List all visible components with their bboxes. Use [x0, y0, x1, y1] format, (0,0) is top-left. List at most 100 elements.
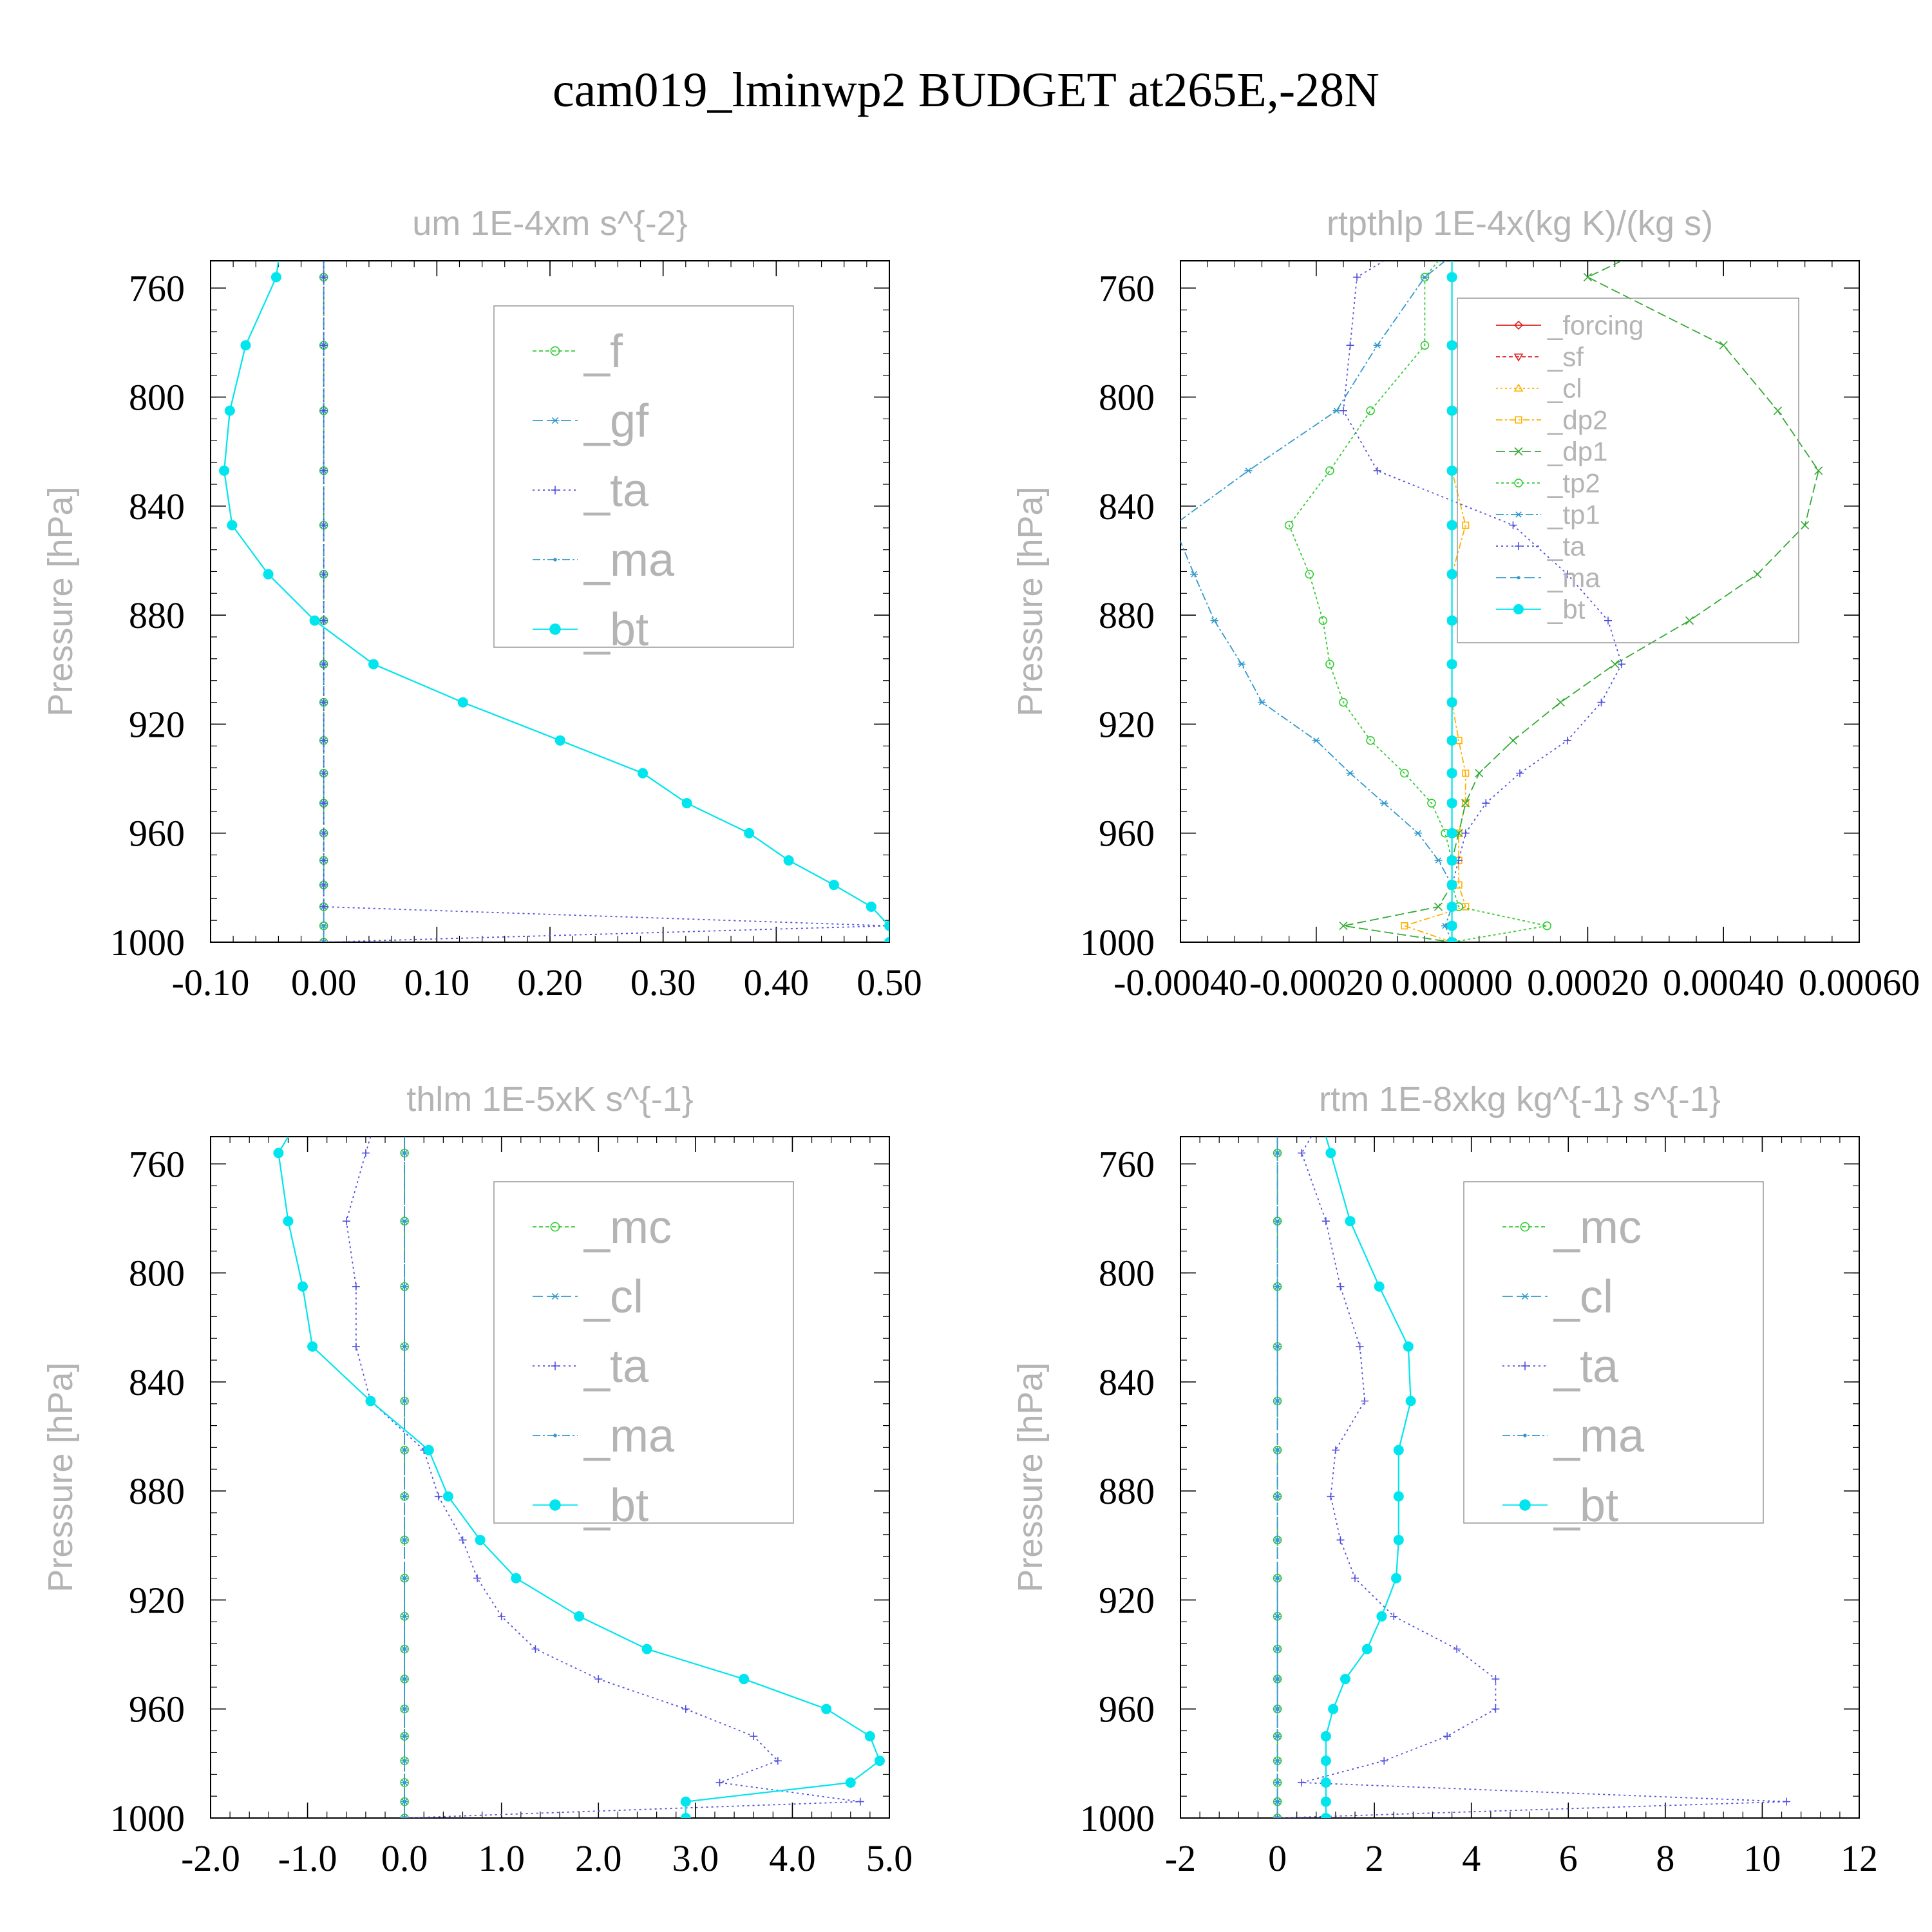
chart-3-data-point [1320, 1756, 1331, 1766]
chart-1-data-point [1312, 737, 1320, 744]
chart-2-data-point [874, 1756, 885, 1766]
chart-3-y-tick-label: 760 [1099, 1143, 1155, 1185]
chart-1-data-point [1401, 922, 1408, 930]
chart-3-plot-frame [1180, 1136, 1860, 1819]
chart-2-data-point [402, 1781, 406, 1785]
chart-1-data-point [1475, 769, 1484, 778]
chart-0-data-point [319, 881, 328, 889]
chart-1-data-point [1190, 571, 1198, 578]
chart-1-legend-marker [1513, 354, 1524, 362]
chart-1-x-tick-label: 0.00020 [1527, 961, 1649, 1003]
chart-2-data-point [402, 1759, 406, 1763]
chart-2-data-point [641, 1643, 652, 1654]
chart-2-legend-marker [549, 1499, 561, 1511]
chart-1-legend: _forcing_sf_cl_dp2_dp1_tp2_tp1_ta_ma_bt [1457, 298, 1799, 643]
chart-0-data-point [319, 466, 328, 475]
chart-1-data-point [1508, 736, 1518, 745]
chart-1-data-point [1258, 699, 1266, 706]
chart-0-data-point [638, 768, 649, 779]
chart-3-data-point [1276, 1781, 1280, 1785]
chart-3-y-tick-label: 1000 [1080, 1797, 1155, 1839]
chart-2-series-bt [273, 1137, 885, 1818]
chart-1-legend-label: _ma [1547, 563, 1600, 593]
chart-3-data-point [1361, 1397, 1369, 1405]
chart-1-data-point [1353, 273, 1361, 281]
chart-1-title: rtpthlp 1E-4x(kg K)/(kg s) [1327, 204, 1713, 243]
chart-1-data-point [1446, 901, 1457, 912]
chart-0-x-tick-label: 0.40 [744, 961, 810, 1003]
chart-3-x-tick-label: 2 [1365, 1837, 1384, 1879]
chart-0-data-point [224, 405, 235, 416]
chart-3-data-point [1298, 1149, 1306, 1157]
chart-0-data-point [828, 880, 839, 891]
chart-2-data-point [680, 1813, 691, 1818]
chart-1-x-tick-label: -0.00020 [1249, 961, 1383, 1003]
chart-0-data-point [319, 769, 328, 777]
chart-0-x-tick-label: 0.00 [291, 961, 357, 1003]
chart-3-data-point [1374, 1281, 1385, 1292]
chart-3-plot-area [1273, 1137, 1791, 1818]
chart-2-data-point [352, 1342, 360, 1350]
chart-2-data-point [511, 1573, 522, 1584]
chart-2-data-point [531, 1645, 540, 1653]
chart-1-y-tick-label: 920 [1099, 703, 1155, 745]
chart-0-data-point [368, 659, 379, 670]
chart-3-legend-label: _mc [1553, 1202, 1642, 1253]
chart-3-data-point [1276, 1707, 1280, 1711]
chart-1-data-point [1421, 274, 1429, 281]
chart-3-data-point [1331, 1446, 1340, 1454]
chart-1-data-point [1461, 829, 1470, 837]
chart-1-legend-marker [1515, 416, 1522, 424]
chart-1-data-point [1462, 770, 1470, 777]
chart-2-data-point [821, 1703, 832, 1714]
chart-3-x-tick-label: 8 [1656, 1837, 1674, 1879]
chart-3-data-point [1273, 1815, 1282, 1818]
chart-0-legend-label: _f [583, 326, 623, 377]
chart-1-y-tick-label: 840 [1099, 486, 1155, 527]
chart-1-data-point [1516, 769, 1524, 777]
chart-1-data-point [1446, 855, 1457, 866]
chart-1-data-point [1461, 799, 1470, 808]
chart-1-legend-label: _tp1 [1547, 500, 1600, 530]
chart-2-data-point [423, 1444, 434, 1455]
chart-2-x-tick-label: -1.0 [278, 1837, 337, 1879]
chart-1-data-point [1610, 659, 1620, 668]
chart-1-data-point [1597, 698, 1605, 706]
chart-0-data-point [219, 465, 230, 476]
chart-0-data-point [319, 829, 328, 837]
chart-0-data-point [319, 902, 328, 911]
chart-3-data-point [1276, 1495, 1280, 1499]
chart-3-x-tick-label: 0 [1268, 1837, 1287, 1879]
chart-1-data-point [1346, 770, 1354, 777]
chart-1-data-point [1366, 406, 1375, 415]
chart-3-data-point [1453, 1645, 1461, 1653]
chart-0-data-point [319, 799, 328, 808]
chart-0-data-point [319, 341, 328, 350]
chart-1-data-point [1563, 570, 1571, 578]
chart-1-data-point [1284, 520, 1294, 530]
chart-0-data-point [319, 857, 328, 865]
chart-3-data-point [1320, 1813, 1331, 1818]
chart-3-data-point [1276, 1647, 1280, 1651]
chart-3-data-point [1276, 1219, 1280, 1223]
chart-0-data-point [884, 920, 889, 931]
chart-0-y-tick-label: 960 [129, 813, 185, 855]
chart-0-data-point [319, 736, 328, 744]
chart-1-x-tick-label: 0.00060 [1799, 961, 1920, 1003]
chart-3-data-point [1405, 1396, 1416, 1406]
chart-3-data-point [1403, 1341, 1414, 1352]
chart-1-data-point [1446, 937, 1457, 942]
chart-3-x-tick-label: 12 [1841, 1837, 1878, 1879]
chart-3-legend-marker [1523, 1434, 1527, 1437]
chart-0-data-point [319, 660, 328, 668]
chart-3-y-tick-label: 920 [1099, 1579, 1155, 1621]
chart-2-data-point [402, 1577, 406, 1580]
chart-2-x-tick-label: -2.0 [181, 1837, 240, 1879]
chart-1-data-point [1210, 617, 1218, 624]
chart-0-y-tick-label: 1000 [110, 922, 185, 963]
chart-1-data-point [1482, 799, 1490, 808]
chart-2-data-point [402, 1495, 406, 1499]
chart-0-data-point [227, 520, 238, 531]
chart-1-legend-marker [1514, 478, 1523, 488]
chart-2-x-tick-label: 4.0 [769, 1837, 816, 1879]
